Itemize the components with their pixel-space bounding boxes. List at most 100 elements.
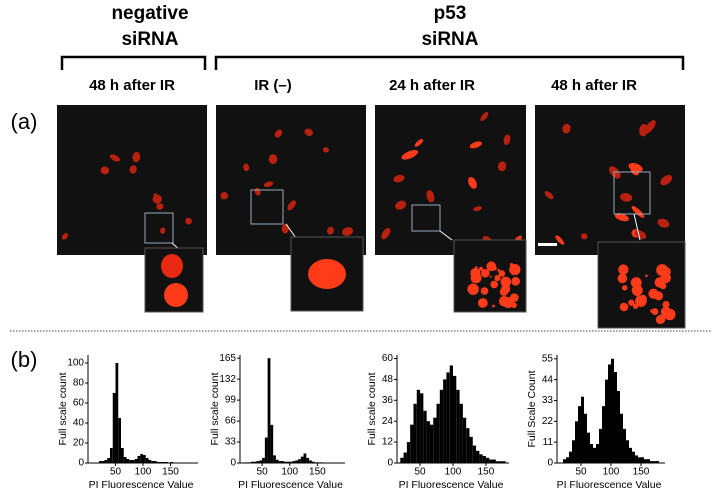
nucleus	[393, 174, 405, 183]
nucleus	[395, 200, 407, 210]
histogram-bar	[253, 461, 257, 463]
histogram-bar	[289, 461, 293, 463]
x-tick-label: 100	[445, 467, 462, 478]
histogram-bar	[129, 460, 132, 463]
fragment	[622, 285, 628, 291]
histogram-bar	[466, 428, 470, 463]
fragment	[618, 264, 629, 275]
condition-label: 48 h after IR	[89, 77, 175, 94]
nucleus	[660, 174, 673, 186]
histogram-bar	[446, 372, 450, 463]
fragment	[492, 266, 497, 271]
y-tick-label: 44	[542, 374, 554, 385]
panel-label: (b)	[11, 347, 38, 372]
histogram-bar	[406, 442, 411, 463]
nucleus	[414, 138, 424, 147]
x-tick-label: 150	[633, 467, 650, 478]
histogram-bar	[462, 417, 467, 463]
fragment	[617, 273, 628, 284]
nucleus	[61, 233, 69, 240]
group-label: siRNA	[121, 29, 178, 50]
fragment	[509, 263, 521, 276]
x-tick-label: 150	[162, 467, 179, 478]
nucleus	[156, 203, 164, 210]
histogram-bar	[104, 460, 108, 463]
nucleus	[152, 194, 162, 204]
nucleus	[304, 128, 313, 136]
nucleus	[628, 163, 643, 172]
fragment	[497, 269, 501, 272]
nucleus	[555, 235, 565, 245]
histogram-bar	[123, 457, 127, 463]
fragment	[494, 275, 501, 282]
histogram-bar	[267, 358, 271, 463]
x-tick-label: 50	[575, 467, 587, 478]
histogram-bar	[270, 424, 274, 463]
histogram-bar	[476, 450, 480, 463]
nucleus	[497, 161, 507, 172]
histogram-bar	[140, 454, 143, 463]
fragment	[632, 303, 639, 309]
nucleus	[160, 227, 166, 234]
histogram-bar	[479, 454, 483, 463]
histogram-bar	[626, 440, 629, 463]
nucleus	[164, 283, 188, 307]
nucleus	[562, 123, 571, 134]
y-tick-label: 80	[73, 378, 85, 389]
y-tick-label: 55	[542, 353, 554, 364]
fragment	[660, 272, 671, 284]
histogram-bar	[300, 456, 304, 463]
nucleus	[100, 166, 110, 175]
x-axis-label: PI Fluorescence Value	[89, 479, 194, 491]
histogram-bar	[99, 461, 102, 463]
x-tick-label: 150	[309, 467, 326, 478]
histogram-bar	[443, 379, 447, 463]
roi-arrow	[439, 230, 453, 241]
histogram-bar	[641, 457, 644, 463]
y-tick-label: 0	[547, 458, 553, 469]
histogram-bar	[251, 461, 254, 463]
bracket	[60, 55, 685, 70]
roi-box	[613, 171, 651, 215]
fragment	[480, 268, 490, 278]
x-tick-label: 50	[257, 467, 269, 478]
histogram-bar	[656, 461, 659, 463]
histogram-bar	[132, 460, 135, 463]
histogram-bar	[303, 453, 307, 463]
nucleus	[480, 111, 489, 122]
fragment	[640, 294, 647, 301]
histogram-bar	[423, 410, 427, 463]
nucleus	[473, 206, 483, 212]
histogram-bar	[426, 421, 430, 463]
x-tick-label: 100	[135, 467, 152, 478]
histogram-bar	[456, 389, 460, 463]
nucleus	[263, 181, 274, 188]
fragment	[654, 291, 664, 301]
histogram-bar	[110, 448, 113, 463]
histogram-bar	[602, 406, 605, 463]
histogram-bar	[584, 413, 587, 463]
histogram-bar	[309, 460, 312, 463]
nucleus	[129, 165, 137, 174]
histogram-bar	[281, 461, 285, 463]
nucleus	[327, 226, 334, 235]
histogram-bar	[126, 459, 130, 463]
x-axis-label: PI Fluorescence Value	[399, 479, 504, 491]
nucleus	[426, 190, 435, 203]
histogram-bar	[499, 461, 503, 463]
histogram-bar	[436, 403, 440, 463]
nucleus	[268, 154, 278, 165]
histogram-bar	[482, 456, 486, 463]
histogram-bar	[286, 461, 290, 463]
y-axis-label: Full scale count	[209, 372, 221, 445]
fragment	[480, 287, 489, 295]
histogram-bar	[151, 461, 154, 463]
y-axis-label: Full Scale Count	[526, 370, 538, 447]
histogram-bar	[121, 448, 124, 463]
histogram-bar	[653, 461, 656, 463]
nucleus	[185, 217, 192, 225]
histogram-bar	[608, 364, 611, 463]
histogram-bar	[581, 396, 584, 463]
histogram-bar	[485, 457, 490, 463]
y-axis-label: Full scale count	[57, 372, 69, 445]
